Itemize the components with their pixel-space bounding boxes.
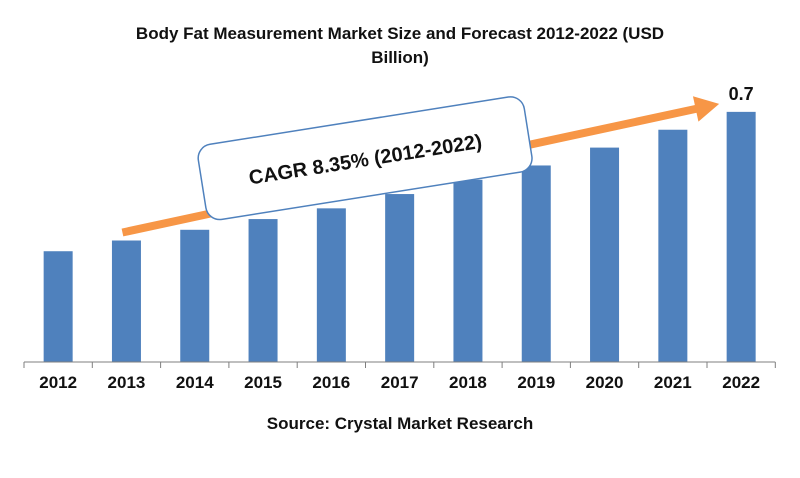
- bar-2013: [111, 240, 141, 362]
- x-tick-label-2018: 2018: [449, 373, 487, 392]
- cagr-callout-box: [197, 96, 533, 221]
- chart-title-line-1: Body Fat Measurement Market Size and For…: [135, 24, 665, 43]
- x-tick-label-2014: 2014: [176, 373, 214, 392]
- bar-2019: [521, 165, 551, 362]
- bar-2018: [453, 179, 483, 362]
- x-tick-label-2019: 2019: [517, 373, 555, 392]
- bar-2014: [180, 229, 210, 362]
- bar-2021: [658, 129, 688, 362]
- bar-2012: [43, 251, 73, 362]
- chart-source: Source: Crystal Market Research: [266, 414, 534, 433]
- bars-group: [43, 111, 756, 362]
- data-label-2022: 0.7: [729, 84, 754, 104]
- bar-2020: [590, 147, 620, 362]
- x-tick-label-2020: 2020: [586, 373, 624, 392]
- bar-2015: [248, 219, 278, 362]
- x-tick-label-2016: 2016: [312, 373, 350, 392]
- cagr-callout: CAGR 8.35% (2012-2022): [197, 96, 533, 221]
- x-tick-label-2012: 2012: [39, 373, 77, 392]
- x-tick-label-2021: 2021: [654, 373, 692, 392]
- chart-title-line-2: Billion): [371, 48, 429, 67]
- x-axis-ticks: [23, 362, 776, 368]
- data-labels: 0.7: [729, 84, 754, 104]
- x-tick-label-2013: 2013: [108, 373, 146, 392]
- bar-2017: [385, 194, 415, 362]
- bar-2022: [726, 111, 756, 362]
- x-tick-label-2015: 2015: [244, 373, 282, 392]
- x-axis-labels: 2012 2013 2014 2015 2016 2017 2018 2019 2020 2021…: [39, 373, 760, 392]
- chart-title: Body Fat Measurement Market Size and For…: [0, 22, 800, 70]
- x-tick-label-2017: 2017: [381, 373, 419, 392]
- x-tick-label-2022: 2022: [722, 373, 760, 392]
- bar-2016: [316, 208, 346, 362]
- cagr-arrow-head: [692, 96, 720, 122]
